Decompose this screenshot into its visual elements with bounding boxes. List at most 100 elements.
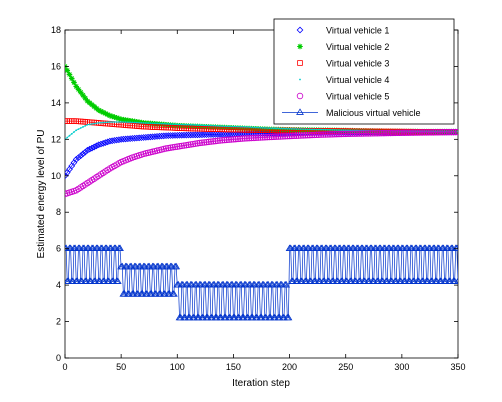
data-point: [75, 86, 82, 93]
x-tick-label: 250: [338, 362, 353, 372]
data-point: [162, 132, 170, 140]
data-point: [149, 122, 152, 125]
data-point: [282, 280, 291, 288]
data-point: [207, 124, 210, 127]
data-point: [355, 130, 363, 137]
y-tick-label: 10: [51, 171, 61, 181]
data-point: [203, 138, 210, 146]
data-point: [268, 133, 275, 141]
data-point: [194, 131, 201, 139]
y-axis-label: Estimated energy level of PU: [36, 130, 47, 259]
data-point: [243, 135, 251, 142]
data-point: [441, 129, 448, 136]
data-point: [165, 122, 167, 125]
data-point: [252, 126, 255, 129]
data-point: [164, 132, 172, 139]
data-point: [317, 128, 320, 131]
data-point: [93, 122, 96, 125]
data-point: [111, 121, 114, 123]
data-point: [144, 122, 147, 124]
data-point: [382, 129, 390, 137]
data-point: [205, 124, 208, 127]
legend-marker: [297, 43, 303, 50]
data-point: [203, 131, 210, 138]
data-point: [203, 124, 206, 127]
data-point: [248, 134, 255, 142]
data-point: [171, 143, 179, 151]
data-point: [279, 127, 282, 130]
data-point: [167, 132, 174, 139]
data-point: [270, 127, 273, 130]
data-point: [77, 89, 84, 96]
data-point: [196, 139, 203, 147]
data-point: [140, 121, 143, 124]
data-point: [75, 129, 78, 132]
data-point: [173, 131, 181, 139]
data-point: [311, 128, 313, 131]
data-point: [342, 130, 349, 138]
data-point: [391, 129, 399, 137]
data-point: [142, 122, 145, 124]
data-point: [371, 130, 379, 137]
data-point: [250, 134, 257, 142]
data-point: [104, 111, 111, 118]
data-point: [452, 128, 458, 136]
data-point: [180, 131, 188, 139]
data-point: [290, 127, 293, 130]
data-point: [176, 143, 183, 150]
data-point: [421, 129, 428, 136]
data-point: [102, 110, 109, 117]
data-point: [268, 127, 271, 130]
data-point: [439, 129, 446, 136]
data-point: [209, 131, 217, 138]
data-point: [344, 129, 347, 132]
x-tick-label: 350: [450, 362, 465, 372]
data-point: [223, 125, 226, 128]
data-point: [367, 130, 374, 137]
y-tick-label: 6: [56, 244, 61, 254]
legend-label: Malicious virtual vehicle: [326, 108, 421, 118]
x-tick-label: 50: [116, 362, 126, 372]
data-point: [333, 129, 336, 131]
data-point: [169, 144, 176, 151]
data-point: [84, 146, 91, 154]
data-point: [329, 131, 336, 138]
data-point: [178, 142, 185, 150]
legend: Virtual vehicle 1 Virtual vehicle 2 Virtua…: [273, 18, 455, 125]
data-point: [418, 129, 426, 136]
data-point: [320, 128, 322, 131]
data-point: [259, 126, 262, 129]
data-point: [131, 121, 134, 124]
data-point: [194, 124, 197, 126]
data-point: [194, 140, 201, 147]
data-point: [183, 141, 190, 149]
data-point: [245, 134, 253, 142]
data-point: [214, 130, 222, 138]
data-point: [277, 133, 284, 140]
data-point: [216, 137, 224, 144]
data-point: [340, 129, 343, 132]
data-point: [261, 126, 264, 129]
data-point: [454, 277, 458, 284]
legend-entry: Virtual vehicle 5: [296, 92, 389, 102]
data-point: [91, 123, 93, 125]
data-point: [299, 128, 302, 130]
data-point: [100, 121, 102, 124]
data-point: [369, 130, 376, 137]
legend-marker: [296, 92, 304, 100]
data-point: [254, 134, 262, 141]
data-point: [162, 145, 170, 152]
data-point: [409, 129, 417, 136]
data-point: [277, 127, 280, 130]
data-point: [82, 126, 84, 128]
legend-label: Virtual vehicle 4: [326, 75, 389, 85]
data-point: [218, 137, 226, 144]
data-point: [97, 122, 100, 124]
data-point: [322, 128, 325, 131]
data-point: [225, 136, 233, 143]
data-point: [113, 277, 122, 284]
data-point: [317, 131, 325, 138]
data-point: [308, 131, 316, 139]
data-point: [344, 130, 352, 138]
data-point: [126, 121, 129, 124]
